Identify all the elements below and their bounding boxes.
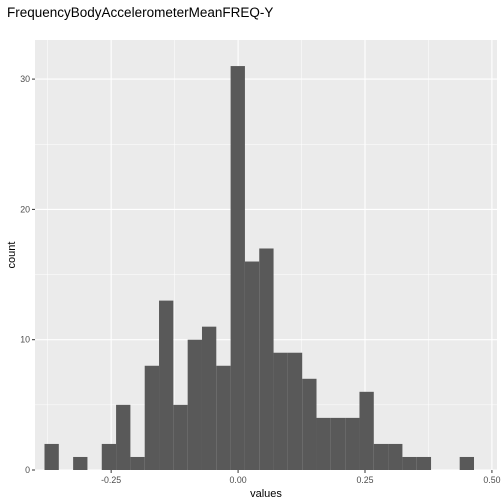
- y-tick-label: 30: [20, 74, 30, 84]
- histogram-bar: [460, 457, 474, 470]
- histogram-bar: [102, 444, 116, 470]
- histogram-bar: [374, 444, 388, 470]
- histogram-bar: [388, 444, 402, 470]
- histogram-bar: [116, 405, 130, 470]
- histogram-bar: [216, 366, 230, 470]
- histogram-bar: [202, 327, 216, 470]
- x-axis-title: values: [250, 488, 282, 500]
- histogram-bar: [259, 248, 273, 470]
- x-axis: -0.25 0.00 0.25 0.50: [101, 470, 500, 485]
- y-tick-label: 0: [25, 465, 30, 475]
- histogram-bar: [288, 353, 302, 470]
- y-axis: 0 10 20 30: [20, 74, 35, 475]
- y-tick-label: 10: [20, 335, 30, 345]
- x-tick-label: -0.25: [101, 475, 121, 485]
- histogram-bar: [417, 457, 431, 470]
- histogram-bar: [173, 405, 187, 470]
- y-tick-label: 20: [20, 204, 30, 214]
- histogram-bar: [402, 457, 416, 470]
- histogram-bar: [359, 392, 373, 470]
- histogram-bar: [317, 418, 331, 470]
- histogram-bar: [302, 379, 316, 470]
- x-tick-label: 0.00: [230, 475, 247, 485]
- y-axis-title: count: [6, 242, 18, 269]
- histogram-bar: [188, 340, 202, 470]
- histogram-bar: [44, 444, 58, 470]
- histogram-bar: [130, 457, 144, 470]
- histogram-bar: [245, 262, 259, 470]
- histogram-bar: [274, 353, 288, 470]
- histogram-bar: [331, 418, 345, 470]
- histogram-bar: [231, 66, 245, 470]
- x-tick-label: 0.25: [356, 475, 373, 485]
- histogram-bar: [145, 366, 159, 470]
- x-tick-label: 0.50: [483, 475, 500, 485]
- histogram-bar: [159, 301, 173, 470]
- histogram-bar: [73, 457, 87, 470]
- histogram-bar: [345, 418, 359, 470]
